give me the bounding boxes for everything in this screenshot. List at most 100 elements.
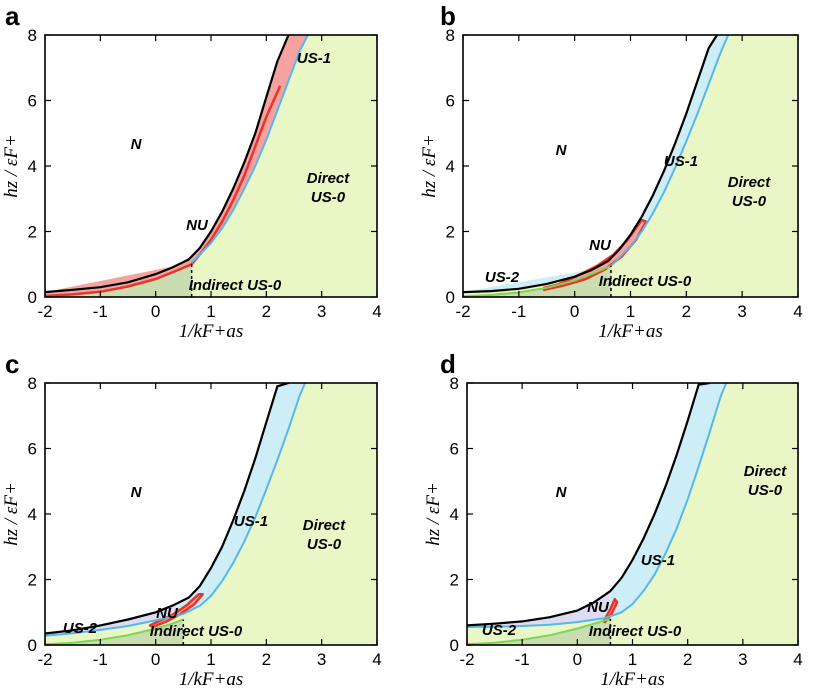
plot-area-a — [45, 35, 377, 297]
region-label-nu: NU — [186, 217, 209, 234]
y-axis-label: hz / εF+ — [423, 482, 444, 546]
indirect-boundary-line — [45, 618, 184, 645]
region-label-indirect: Indirect US-0 — [589, 623, 682, 640]
y-tick-label: 0 — [450, 636, 459, 655]
us1-boundary-line — [610, 35, 730, 267]
x-tick-label: 1 — [628, 650, 637, 669]
region-label-nu: NU — [156, 605, 179, 622]
y-tick-label: 4 — [28, 505, 37, 524]
region-label-indirect: Indirect US-0 — [150, 623, 243, 640]
panel-letter: c — [5, 349, 19, 379]
us2-band — [467, 591, 611, 627]
y-tick-label: 0 — [446, 288, 455, 307]
x-tick-label: -2 — [37, 650, 52, 669]
x-tick-label: 0 — [151, 650, 160, 669]
panel-c: -2 -1 0 1 2 3 4 0 2 4 6 8 1/kF+as hz / εF+ c N NU US-1 US-… — [1, 349, 382, 689]
panel-letter: b — [440, 1, 456, 31]
y-tick-label: 8 — [28, 26, 37, 45]
us1-band — [463, 35, 729, 293]
panel-a: -2 -1 0 1 2 3 4 0 2 4 6 8 1/kF+as hz / εF+ a N NU US-1 Dir… — [1, 1, 382, 342]
y-tick-label: 0 — [28, 636, 37, 655]
panel-letter: d — [440, 349, 456, 379]
plot-area-d — [467, 383, 798, 645]
x-tick-label: -2 — [37, 302, 52, 321]
region-label-indirect: Indirect US-0 — [189, 277, 282, 294]
region-label-us2: US-2 — [482, 622, 517, 639]
x-tick-label: -2 — [459, 650, 474, 669]
x-tick-label: -1 — [93, 650, 108, 669]
indirect-us0-region — [463, 265, 611, 297]
x-axis-label: 1/kF+as — [179, 669, 244, 689]
region-label-nu: NU — [587, 599, 610, 616]
region-label-us1: US-1 — [641, 552, 675, 569]
x-tick-label: 2 — [262, 302, 271, 321]
indirect-boundary-line — [467, 617, 611, 645]
region-label-n: N — [131, 484, 143, 501]
x-tick-label: 3 — [317, 650, 326, 669]
x-tick-label: -1 — [511, 302, 526, 321]
y-tick-label: 0 — [28, 288, 37, 307]
x-tick-label: 1 — [206, 302, 215, 321]
y-tick-label: 6 — [28, 440, 37, 459]
region-label-direct-line2: US-0 — [732, 193, 767, 210]
y-tick-label: 8 — [28, 374, 37, 393]
region-label-direct: Direct — [303, 517, 347, 534]
us1-band — [467, 383, 727, 627]
region-label-nu: NU — [589, 237, 612, 254]
y-tick-label: 8 — [450, 374, 459, 393]
us1-boundary-line — [467, 383, 728, 628]
y-axis-label: hz / εF+ — [1, 134, 22, 198]
y-tick-label: 4 — [28, 157, 37, 176]
region-label-us1: US-1 — [664, 153, 698, 170]
region-label-us2: US-2 — [485, 269, 520, 286]
region-label-us1: US-1 — [297, 50, 331, 67]
y-tick-label: 2 — [28, 223, 37, 242]
region-label-direct-line2: US-0 — [311, 189, 346, 206]
x-axis-label: 1/kF+as — [600, 669, 665, 689]
x-tick-label: 3 — [738, 650, 747, 669]
panel-d: -2 -1 0 1 2 3 4 0 2 4 6 8 1/kF+as hz / εF+ d N NU US-1 US-… — [423, 349, 803, 689]
region-label-direct: Direct — [728, 174, 772, 191]
direct-us0-region — [45, 35, 377, 297]
x-tick-label: 4 — [793, 302, 802, 321]
x-tick-label: 4 — [372, 650, 381, 669]
region-label-n: N — [556, 142, 568, 159]
region-label-indirect: Indirect US-0 — [599, 273, 692, 290]
x-tick-label: 2 — [262, 650, 271, 669]
y-tick-label: 2 — [446, 223, 455, 242]
x-tick-label: 1 — [206, 650, 215, 669]
us1-boundary-line — [190, 35, 309, 264]
region-label-us1: US-1 — [234, 513, 268, 530]
direct-us0-region — [463, 35, 798, 297]
region-label-direct-line2: US-0 — [748, 482, 783, 499]
x-tick-label: 0 — [151, 302, 160, 321]
x-tick-label: 4 — [793, 650, 802, 669]
indirect-boundary-line — [463, 264, 612, 297]
indirect-us0-region — [45, 264, 192, 297]
nu-red-blob — [542, 218, 648, 292]
x-tick-label: -1 — [93, 302, 108, 321]
panel-b: -2 -1 0 1 2 3 4 0 2 4 6 8 1/kF+as hz / εF+ b N NU US-1 US-… — [419, 1, 803, 342]
indirect-us0-region — [45, 619, 184, 645]
n-boundary-line — [467, 383, 710, 627]
plot-area-c — [45, 383, 377, 645]
y-axis-label: hz / εF+ — [1, 482, 22, 546]
y-tick-label: 4 — [450, 505, 459, 524]
panel-letter: a — [5, 1, 20, 31]
region-label-direct-line2: US-0 — [307, 536, 342, 553]
y-tick-label: 2 — [450, 571, 459, 590]
region-label-n: N — [131, 136, 143, 153]
region-label-n: N — [556, 484, 568, 501]
n-boundary-line — [45, 383, 289, 635]
x-tick-label: 0 — [573, 650, 582, 669]
region-label-direct: Direct — [307, 170, 351, 187]
y-tick-label: 2 — [28, 571, 37, 590]
x-tick-label: 2 — [683, 650, 692, 669]
x-tick-label: 1 — [626, 302, 635, 321]
y-tick-label: 6 — [28, 92, 37, 111]
us1-boundary-line — [45, 383, 307, 637]
x-tick-label: 0 — [570, 302, 579, 321]
us1-band — [45, 383, 306, 636]
direct-us0-region — [45, 383, 377, 645]
